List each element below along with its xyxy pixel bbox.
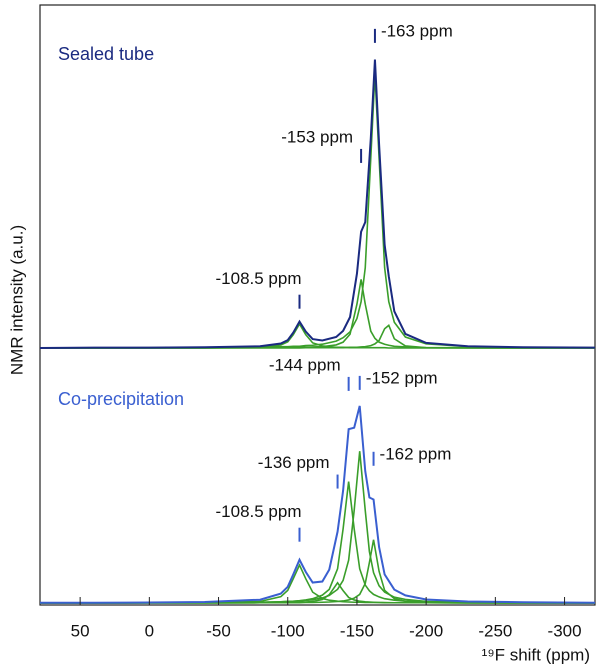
x-tick-label: -50 xyxy=(206,621,231,640)
component-line xyxy=(40,563,595,604)
x-tick-label: -100 xyxy=(271,621,305,640)
peak-label: -108.5 ppm xyxy=(216,502,302,521)
component-line xyxy=(40,451,595,604)
peak-label: -153 ppm xyxy=(281,127,353,146)
x-tick-label: 0 xyxy=(145,621,154,640)
x-tick-label: 50 xyxy=(71,621,90,640)
x-tick-label: -150 xyxy=(340,621,374,640)
x-axis-label: ¹⁹F shift (ppm) xyxy=(482,645,590,664)
peak-label: -162 ppm xyxy=(380,444,452,463)
component-line xyxy=(40,481,596,604)
panel-title: Sealed tube xyxy=(58,44,154,64)
panel-title: Co-precipitation xyxy=(58,389,184,409)
component-line xyxy=(40,279,595,349)
peak-label: -136 ppm xyxy=(258,453,330,472)
plot-frame xyxy=(39,4,596,606)
component-line xyxy=(40,581,595,604)
x-tick-label: -250 xyxy=(478,621,512,640)
spectrum-line xyxy=(39,59,596,349)
component-line xyxy=(40,539,595,604)
x-tick-label: -200 xyxy=(409,621,443,640)
peak-label: -163 ppm xyxy=(381,21,453,40)
peak-label: -144 ppm xyxy=(269,355,341,374)
peak-label: -152 ppm xyxy=(366,368,438,387)
component-line xyxy=(40,322,595,349)
y-axis-label: NMR intensity (a.u.) xyxy=(7,225,26,375)
x-tick-label: -300 xyxy=(548,621,582,640)
peak-label: -108.5 ppm xyxy=(216,269,302,288)
component-line xyxy=(40,73,595,349)
spectrum-line xyxy=(40,405,596,604)
